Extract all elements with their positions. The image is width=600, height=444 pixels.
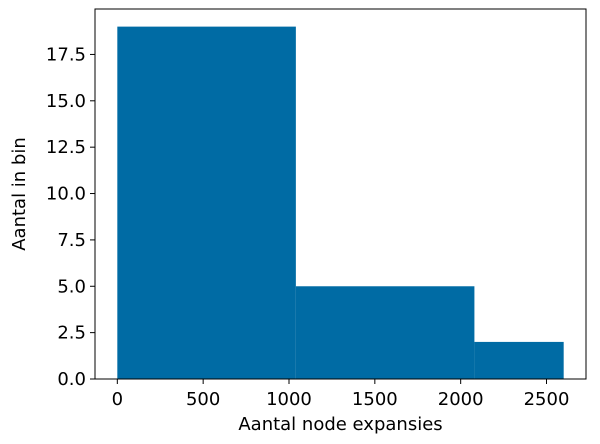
y-tick-label: 0.0 [57,369,86,390]
bars-group [117,26,564,379]
histogram-bar-1 [117,26,296,379]
histogram-bar-2 [295,286,475,379]
y-tick-label: 7.5 [57,230,86,251]
y-tick-label: 10.0 [46,184,86,205]
plot-frame [94,8,587,380]
y-tick-label: 5.0 [57,276,86,297]
y-tick-label: 2.5 [57,323,86,344]
x-axis-label: Aantal node expansies [238,414,442,435]
x-tick-label: 2500 [524,389,570,410]
x-tick-label: 1500 [352,389,398,410]
y-tick-label: 17.5 [46,44,86,65]
x-axis-ticks: 0 500 1000 1500 2000 2500 [112,379,570,410]
y-axis-label: Aantal in bin [9,137,30,251]
y-tick-label: 12.5 [46,137,86,158]
y-tick-label: 15.0 [46,91,86,112]
histogram-bar-3 [474,341,564,379]
x-tick-label: 0 [112,389,123,410]
x-tick-label: 1000 [266,389,312,410]
x-tick-label: 2000 [438,389,484,410]
y-axis-ticks: 0.0 2.5 5.0 7.5 10.0 12.5 15.0 17.5 [46,44,95,390]
x-tick-label: 500 [186,389,220,410]
